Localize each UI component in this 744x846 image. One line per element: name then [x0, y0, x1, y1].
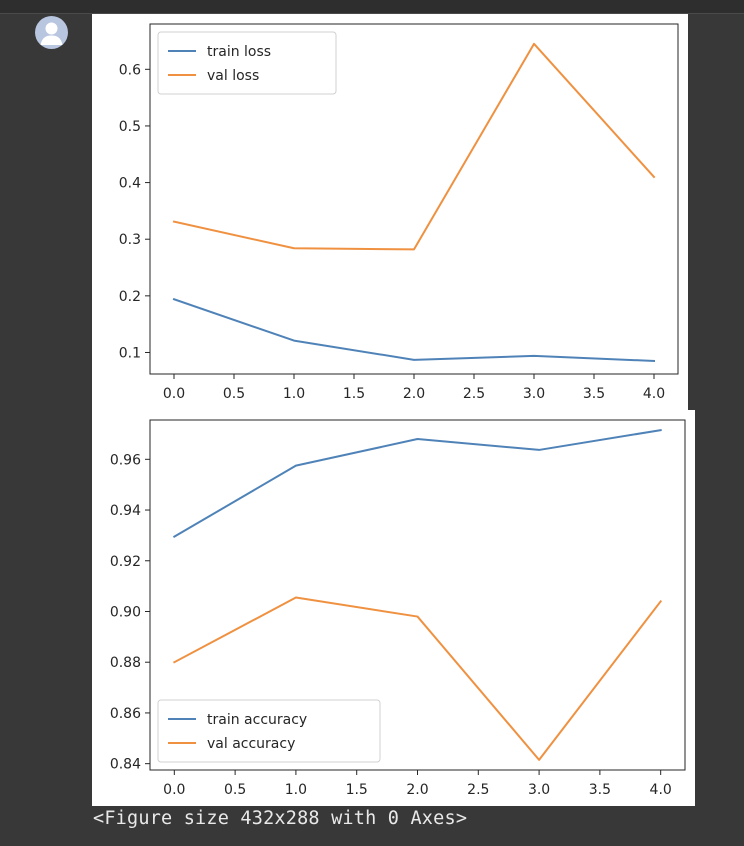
user-avatar-icon[interactable] [35, 16, 68, 49]
acc-y-tick-label: 0.92 [110, 554, 141, 570]
figure-size-output: <Figure size 432x288 with 0 Axes> [93, 808, 468, 829]
accuracy-chart: 0.0 0.5 1.0 1.5 2.0 2.5 3.0 3.5 4.0 0.84 0.86 0.88 0… [110, 419, 686, 798]
loss-series-train-loss [172, 297, 656, 363]
loss-y-tick-label: 0.4 [119, 176, 141, 192]
loss-x-tick-label: 1.5 [343, 386, 365, 402]
loss-legend: train loss val loss [157, 31, 337, 95]
loss-chart: 0.0 0.5 1.0 1.5 2.0 2.5 3.0 3.5 4.0 0.1 0.2 0.3 0.4 0… [119, 23, 679, 402]
acc-legend-label: train accuracy [207, 712, 307, 728]
acc-x-tick-label: 1.0 [285, 782, 307, 798]
acc-y-tick-label: 0.84 [110, 757, 141, 773]
loss-legend-label: train loss [207, 44, 271, 60]
acc-legend: train accuracy val accuracy [157, 699, 381, 763]
loss-y-tick-label: 0.3 [119, 232, 141, 248]
acc-legend-label: val accuracy [207, 736, 295, 752]
acc-y-tick-label: 0.86 [110, 706, 141, 722]
avatar-glyph [40, 22, 63, 45]
loss-x-tick-label: 0.0 [163, 386, 185, 402]
acc-series-train-accuracy [172, 428, 662, 539]
loss-legend-label: val loss [207, 68, 259, 84]
loss-figure: 0.0 0.5 1.0 1.5 2.0 2.5 3.0 3.5 4.0 0.1 0.2 0.3 0.4 0… [92, 14, 688, 410]
loss-x-tick-label: 2.0 [403, 386, 425, 402]
acc-y-tick-label: 0.90 [110, 604, 141, 620]
loss-series-val-loss [172, 42, 656, 251]
acc-x-tick-label: 3.0 [528, 782, 550, 798]
loss-x-tick-label: 1.0 [283, 386, 305, 402]
loss-y-tick-label: 0.5 [119, 119, 141, 135]
loss-legend-box [157, 31, 337, 95]
loss-x-tick-label: 3.0 [523, 386, 545, 402]
loss-y-tick-label: 0.2 [119, 289, 141, 305]
loss-y-tick-label: 0.6 [119, 62, 141, 78]
loss-x-tick-label: 0.5 [223, 386, 245, 402]
acc-x-tick-label: 0.5 [224, 782, 246, 798]
acc-series-val-accuracy [172, 596, 663, 761]
acc-x-tick-label: 3.5 [589, 782, 611, 798]
loss-x-tick-label: 4.0 [643, 386, 665, 402]
cell-divider [0, 13, 744, 14]
acc-y-tick-label: 0.88 [110, 655, 141, 671]
acc-x-tick-label: 2.5 [467, 782, 489, 798]
loss-y-tick-label: 0.1 [119, 345, 141, 361]
accuracy-figure: 0.0 0.5 1.0 1.5 2.0 2.5 3.0 3.5 4.0 0.84 0.86 0.88 0… [92, 410, 695, 806]
loss-x-tick-label: 2.5 [463, 386, 485, 402]
acc-y-tick-label: 0.94 [110, 503, 141, 519]
loss-x-tick-label: 3.5 [583, 386, 605, 402]
acc-legend-box [157, 699, 381, 763]
acc-x-tick-label: 0.0 [163, 782, 185, 798]
acc-x-tick-label: 2.0 [406, 782, 428, 798]
acc-y-tick-label: 0.96 [110, 452, 141, 468]
acc-x-tick-label: 1.5 [346, 782, 368, 798]
cell-top-bar [0, 0, 744, 14]
acc-x-tick-label: 4.0 [650, 782, 672, 798]
